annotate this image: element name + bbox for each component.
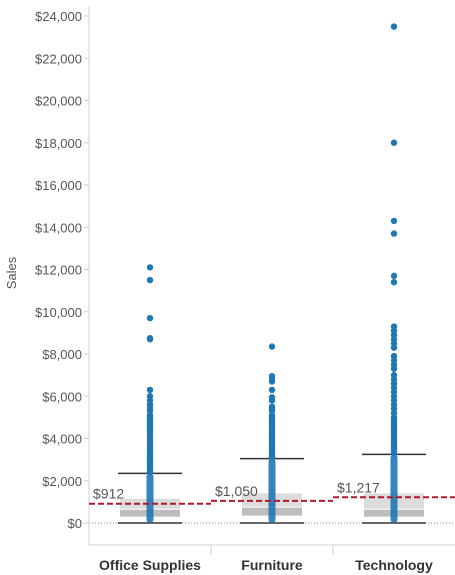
reference-line-label: $1,050 xyxy=(215,483,258,499)
outlier-points xyxy=(146,23,398,523)
outlier-point xyxy=(268,378,276,385)
y-axis: $0 $2,000 $4,000 $6,000 $8,000 $10,000 $12,000… xyxy=(35,6,90,545)
outlier-point xyxy=(390,278,398,286)
reference-line-label: $1,217 xyxy=(337,479,380,495)
outlier-point xyxy=(268,397,276,404)
x-axis: Office Supplies Furniture Technology xyxy=(89,544,455,573)
outlier-point xyxy=(146,314,154,322)
outlier-point xyxy=(390,139,398,146)
y-tick-label: $18,000 xyxy=(35,136,82,151)
y-tick-label: $10,000 xyxy=(35,305,82,320)
x-category-label: Technology xyxy=(355,557,433,573)
dense-points-strip xyxy=(390,454,398,523)
outlier-point xyxy=(268,386,276,394)
outlier-point xyxy=(268,343,276,350)
outlier-point xyxy=(390,365,398,372)
outlier-point xyxy=(146,276,154,284)
y-tick-label: $8,000 xyxy=(42,347,82,362)
points-technology xyxy=(390,23,398,523)
reference-lines: $912 $1,050 $1,217 xyxy=(89,479,455,505)
outlier-point xyxy=(390,217,398,225)
outlier-point xyxy=(390,272,398,280)
y-tick-label: $20,000 xyxy=(35,94,82,109)
outlier-point xyxy=(390,450,398,457)
outlier-point xyxy=(146,469,154,476)
dense-points-strip xyxy=(268,458,276,523)
y-tick-label: $6,000 xyxy=(42,389,82,404)
outlier-point xyxy=(390,344,398,351)
y-axis-title: Sales xyxy=(4,256,19,289)
outlier-point xyxy=(146,336,154,343)
points-furniture xyxy=(268,343,276,523)
y-tick-label: $0 xyxy=(68,516,82,531)
outlier-point xyxy=(146,264,154,271)
y-tick-label: $16,000 xyxy=(35,178,82,193)
points-office-supplies xyxy=(146,264,154,523)
outlier-point xyxy=(390,23,398,30)
x-category-label: Office Supplies xyxy=(99,557,201,573)
outlier-point xyxy=(390,230,398,237)
reference-line-label: $912 xyxy=(93,486,124,502)
dense-points-strip xyxy=(146,473,154,523)
y-tick-label: $24,000 xyxy=(35,9,82,24)
y-tick-label: $14,000 xyxy=(35,220,82,235)
y-tick-label: $4,000 xyxy=(42,432,82,447)
y-tick-label: $12,000 xyxy=(35,263,82,278)
y-tick-label: $22,000 xyxy=(35,51,82,66)
y-tick-label: $2,000 xyxy=(42,474,82,489)
outlier-point xyxy=(146,386,154,394)
x-category-label: Furniture xyxy=(241,557,303,573)
outlier-point xyxy=(268,454,276,461)
